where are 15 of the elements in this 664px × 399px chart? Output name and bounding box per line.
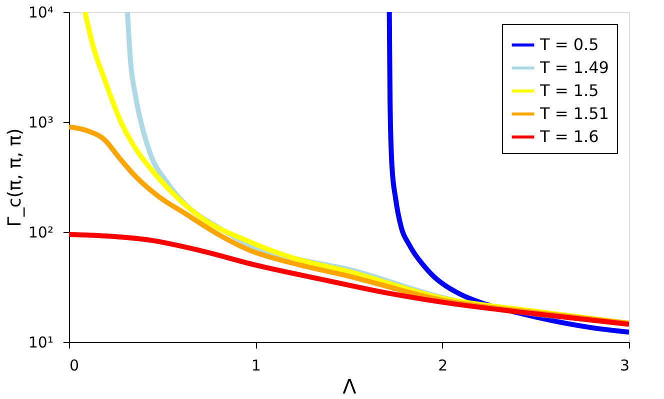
x-tick-label: 2 — [438, 356, 448, 374]
legend-label: T = 0.5 — [539, 35, 599, 54]
y-axis-title: Γ_c(π, π, π) — [4, 128, 26, 227]
x-tick-label: 3 — [620, 356, 630, 374]
legend-label: T = 1.6 — [539, 127, 599, 146]
y-tick-label: 10² — [28, 224, 54, 242]
legend-label: T = 1.51 — [539, 104, 609, 123]
y-tick-label: 10⁴ — [28, 4, 54, 22]
legend-label: T = 1.5 — [539, 81, 599, 100]
y-tick-label: 10³ — [28, 114, 54, 132]
legend-label: T = 1.49 — [539, 58, 609, 77]
x-tick-label: 1 — [251, 356, 261, 374]
y-tick-label: 10¹ — [28, 334, 54, 352]
x-tick-label: 0 — [70, 356, 80, 374]
x-axis-title: Λ — [342, 374, 357, 398]
